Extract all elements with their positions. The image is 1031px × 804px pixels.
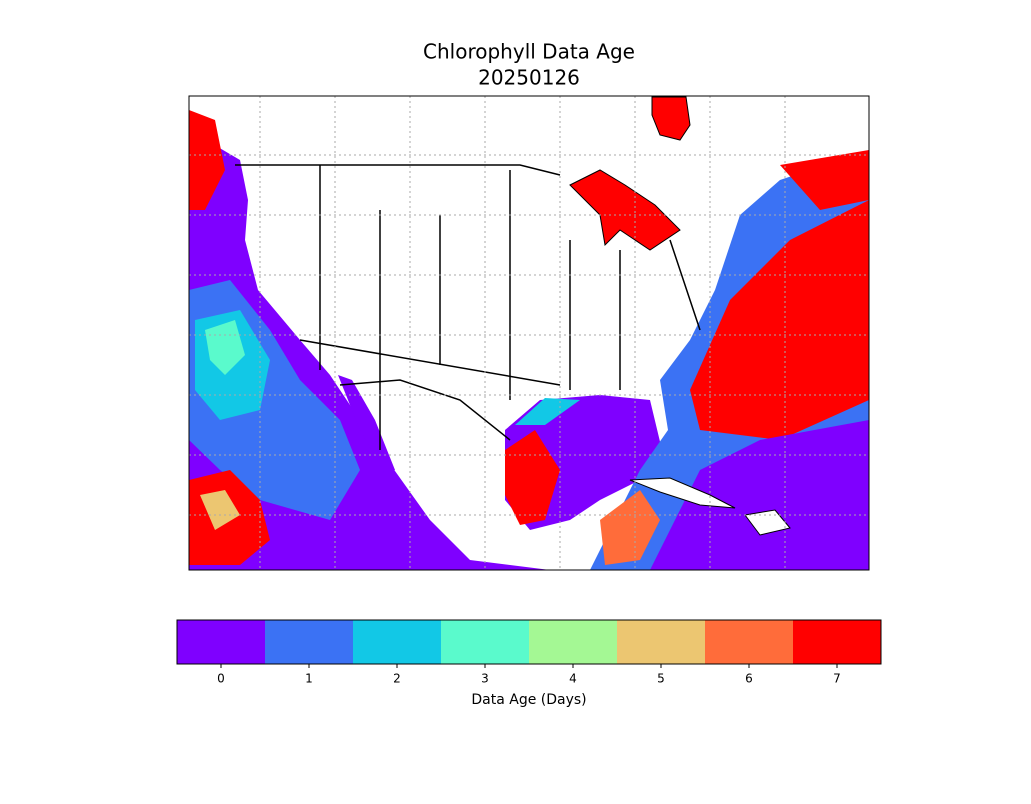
colorbar-segment [353,620,441,664]
colorbar-tick-label: 2 [393,672,401,686]
colorbar-tick-label: 3 [481,672,489,686]
ocean-patch [189,110,225,210]
colorbar-frame [176,619,882,665]
colorbar-tick-label: 6 [745,672,753,686]
ocean-patch [505,430,560,525]
ocean-patch [780,150,869,210]
graticule [189,96,869,570]
ocean-patch [690,200,869,440]
colorbar-tick-label: 0 [217,672,225,686]
colorbar-tick-label: 4 [569,672,577,686]
ocean-patch [205,320,245,375]
ocean-patch [600,490,660,565]
colorbar-segment [793,620,881,664]
colorbar-segment [529,620,617,664]
map-frame [188,95,870,571]
colorbar-segment [705,620,793,664]
colorbar-segment [265,620,353,664]
hudson-bay [651,96,691,141]
map-subtitle: 20250126 [478,66,580,90]
colorbar-tick-label: 1 [305,672,313,686]
colorbar-segment [177,620,265,664]
map [188,95,870,571]
cuba [629,477,736,509]
colorbar-segment [441,620,529,664]
map-title: Chlorophyll Data Age [423,40,635,64]
colorbar-tick-label: 5 [657,672,665,686]
hispaniola [744,509,791,536]
colorbar-label: Data Age (Days) [471,692,586,708]
ocean-patch [650,420,869,570]
borders [235,164,701,450]
colorbar-tick-label: 7 [833,672,841,686]
colorbar-segment [617,620,705,664]
great-lakes [569,169,681,251]
ocean-patch [515,398,580,425]
ocean-patch [200,490,240,530]
